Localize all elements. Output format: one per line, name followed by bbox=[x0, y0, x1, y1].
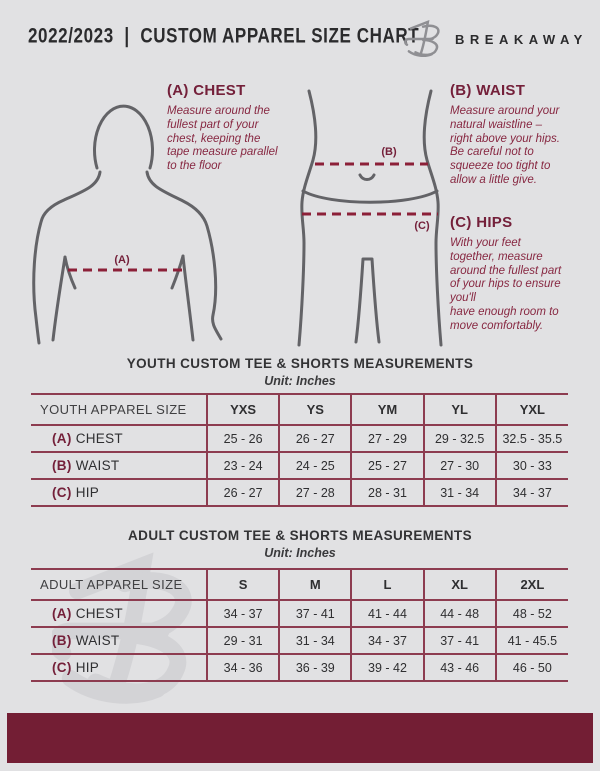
table-row: (C) HIP 26 - 27 27 - 28 28 - 31 31 - 34 … bbox=[31, 479, 568, 507]
table-cell: 36 - 39 bbox=[278, 654, 352, 682]
adult-section-subtitle: Unit: Inches bbox=[264, 546, 336, 560]
table-cell: 44 - 48 bbox=[422, 600, 496, 628]
table-cell: 29 - 32.5 bbox=[422, 425, 496, 453]
column-header: M bbox=[278, 568, 352, 601]
column-header: S bbox=[205, 568, 280, 601]
adult-section-title: ADULT CUSTOM TEE & SHORTS MEASUREMENTS bbox=[128, 528, 472, 543]
footer-bar bbox=[7, 713, 593, 763]
brand-name: BREAKAWAY bbox=[455, 31, 588, 47]
table-row: (A) CHEST 25 - 26 26 - 27 27 - 29 29 - 3… bbox=[31, 425, 568, 453]
table-cell: 24 - 25 bbox=[278, 452, 352, 480]
table-cell: 39 - 42 bbox=[350, 654, 424, 682]
table-header-row: ADULT APPAREL SIZE S M L XL 2XL bbox=[31, 568, 568, 601]
table-cell: 27 - 29 bbox=[350, 425, 424, 453]
youth-section-subtitle: Unit: Inches bbox=[264, 374, 336, 388]
table-cell: 41 - 44 bbox=[350, 600, 424, 628]
table-cell: 37 - 41 bbox=[278, 600, 352, 628]
table-cell: 48 - 52 bbox=[494, 600, 568, 628]
waist-marker-label: (B) bbox=[381, 146, 397, 158]
table-cell: 34 - 37 bbox=[205, 600, 280, 628]
table-cell: 32.5 - 35.5 bbox=[494, 425, 568, 453]
row-label: (A) CHEST bbox=[31, 425, 207, 453]
page-title: 2022/2023 | CUSTOM APPAREL SIZE CHART bbox=[28, 23, 420, 48]
table-row: (B) WAIST 29 - 31 31 - 34 34 - 37 37 - 4… bbox=[31, 627, 568, 655]
waist-instruction-block: (B) WAIST Measure around your natural wa… bbox=[450, 82, 582, 188]
chest-instruction-block: (A) CHEST Measure around the fullest par… bbox=[167, 82, 297, 174]
table-cell: 31 - 34 bbox=[422, 479, 496, 507]
waist-heading: (B) WAIST bbox=[450, 82, 526, 99]
column-header: ADULT APPAREL SIZE bbox=[31, 568, 207, 601]
column-header: YXL bbox=[494, 393, 568, 426]
breakaway-logo-icon bbox=[404, 20, 440, 58]
chest-heading: (A) CHEST bbox=[167, 82, 246, 99]
table-cell: 26 - 27 bbox=[278, 425, 352, 453]
row-label: (C) HIP bbox=[31, 654, 207, 682]
brand-lockup: BREAKAWAY bbox=[404, 20, 588, 58]
table-cell: 29 - 31 bbox=[205, 627, 280, 655]
hips-heading: (C) HIPS bbox=[450, 214, 513, 231]
hips-marker-label: (C) bbox=[414, 220, 430, 232]
table-cell: 23 - 24 bbox=[205, 452, 280, 480]
table-cell: 27 - 30 bbox=[422, 452, 496, 480]
column-header: YL bbox=[422, 393, 496, 426]
table-cell: 34 - 36 bbox=[205, 654, 280, 682]
column-header: YXS bbox=[205, 393, 280, 426]
column-header: XL bbox=[422, 568, 496, 601]
table-cell: 46 - 50 bbox=[494, 654, 568, 682]
chest-instructions: Measure around the fullest part of your … bbox=[167, 105, 278, 173]
chest-marker-label: (A) bbox=[114, 254, 130, 266]
row-label: (B) WAIST bbox=[31, 452, 207, 480]
column-header: YM bbox=[350, 393, 424, 426]
adult-size-table: ADULT APPAREL SIZE S M L XL 2XL (A) CHES… bbox=[31, 568, 568, 682]
row-label: (C) HIP bbox=[31, 479, 207, 507]
table-row: (A) CHEST 34 - 37 37 - 41 41 - 44 44 - 4… bbox=[31, 600, 568, 628]
table-row: (C) HIP 34 - 36 36 - 39 39 - 42 43 - 46 … bbox=[31, 654, 568, 682]
column-header: YOUTH APPAREL SIZE bbox=[31, 393, 207, 426]
hips-instruction-block: (C) HIPS With your feet together, measur… bbox=[450, 214, 586, 334]
table-cell: 34 - 37 bbox=[494, 479, 568, 507]
table-cell: 25 - 26 bbox=[205, 425, 280, 453]
table-cell: 31 - 34 bbox=[278, 627, 352, 655]
table-cell: 41 - 45.5 bbox=[494, 627, 568, 655]
column-header: YS bbox=[278, 393, 352, 426]
lower-body-figure bbox=[297, 89, 443, 347]
table-cell: 25 - 27 bbox=[350, 452, 424, 480]
column-header: L bbox=[350, 568, 424, 601]
table-cell: 34 - 37 bbox=[350, 627, 424, 655]
table-cell: 26 - 27 bbox=[205, 479, 280, 507]
column-header: 2XL bbox=[494, 568, 568, 601]
youth-size-table: YOUTH APPAREL SIZE YXS YS YM YL YXL (A) … bbox=[31, 393, 568, 507]
table-cell: 43 - 46 bbox=[422, 654, 496, 682]
row-label: (A) CHEST bbox=[31, 600, 207, 628]
table-cell: 37 - 41 bbox=[422, 627, 496, 655]
table-cell: 27 - 28 bbox=[278, 479, 352, 507]
youth-section-title: YOUTH CUSTOM TEE & SHORTS MEASUREMENTS bbox=[126, 356, 474, 371]
table-cell: 28 - 31 bbox=[350, 479, 424, 507]
table-cell: 30 - 33 bbox=[494, 452, 568, 480]
row-label: (B) WAIST bbox=[31, 627, 207, 655]
table-header-row: YOUTH APPAREL SIZE YXS YS YM YL YXL bbox=[31, 393, 568, 426]
table-row: (B) WAIST 23 - 24 24 - 25 25 - 27 27 - 3… bbox=[31, 452, 568, 480]
hips-instructions: With your feet together, measure around … bbox=[450, 237, 562, 332]
waist-instructions: Measure around your natural waistline – … bbox=[450, 105, 560, 186]
